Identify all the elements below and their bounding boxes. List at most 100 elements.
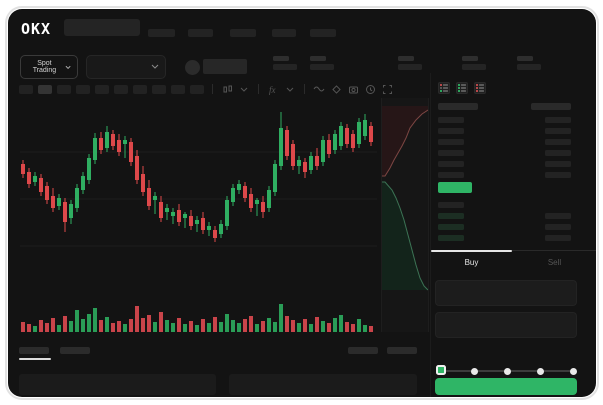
candle-style-icon[interactable] bbox=[221, 83, 233, 95]
stat-value-placeholder bbox=[310, 64, 334, 70]
ask-amount-placeholder bbox=[545, 128, 571, 134]
active-bottom-tab-underline bbox=[19, 358, 51, 360]
bid-price-placeholder bbox=[438, 213, 464, 219]
orderbook-bid-row[interactable] bbox=[431, 211, 596, 221]
orders-tab-placeholder[interactable] bbox=[19, 347, 49, 354]
depth-chart bbox=[381, 98, 429, 332]
amount-slider[interactable] bbox=[435, 361, 577, 381]
timeframe-button[interactable] bbox=[114, 84, 128, 94]
color-mark bbox=[476, 87, 478, 89]
wave-icon[interactable] bbox=[313, 83, 325, 95]
book-combined-icon[interactable] bbox=[438, 82, 450, 94]
orderbook-price-header-placeholder bbox=[438, 103, 478, 110]
tab-sell[interactable]: Sell bbox=[514, 251, 595, 273]
ask-price-placeholder bbox=[438, 150, 464, 156]
orderbook-bid-row[interactable] bbox=[431, 200, 596, 210]
timeframe-button[interactable] bbox=[133, 84, 147, 94]
orderbook-ask-row[interactable] bbox=[431, 148, 596, 158]
line-mark bbox=[461, 84, 466, 86]
svg-text:fx: fx bbox=[269, 85, 276, 95]
timeframe-button[interactable] bbox=[95, 84, 109, 94]
chart-toolbar: fx bbox=[19, 83, 393, 95]
bid-amount-placeholder bbox=[545, 235, 571, 241]
nav-item-placeholder[interactable] bbox=[272, 29, 296, 37]
line-mark bbox=[479, 84, 484, 86]
line-mark bbox=[479, 87, 484, 89]
buy-submit-button[interactable] bbox=[435, 378, 577, 395]
last-price-badge[interactable] bbox=[438, 182, 472, 193]
slider-handle[interactable] bbox=[436, 365, 446, 375]
trade-tabs: Buy Sell bbox=[431, 250, 596, 273]
app-window: OKX Spot Trading fx bbox=[5, 6, 599, 400]
timeframe-button[interactable] bbox=[76, 84, 90, 94]
chevron-down-icon[interactable] bbox=[238, 83, 250, 95]
market-type-dropdown[interactable]: Spot Trading bbox=[20, 55, 78, 79]
stat-label-placeholder bbox=[398, 56, 414, 61]
nav-item-placeholder[interactable] bbox=[188, 29, 213, 37]
ask-amount-placeholder bbox=[545, 139, 571, 145]
slider-stop[interactable] bbox=[569, 367, 577, 375]
bid-price-placeholder bbox=[438, 224, 464, 230]
timeframe-button[interactable] bbox=[38, 84, 52, 94]
draw-tool-icon[interactable] bbox=[330, 83, 342, 95]
camera-icon[interactable] bbox=[347, 83, 359, 95]
slider-stop[interactable] bbox=[536, 367, 544, 375]
timeframe-button[interactable] bbox=[57, 84, 71, 94]
line-mark bbox=[443, 84, 448, 86]
candlestick-chart[interactable] bbox=[20, 100, 377, 290]
color-mark bbox=[476, 90, 478, 92]
stat-label-placeholder bbox=[517, 56, 533, 61]
nav-item-placeholder[interactable] bbox=[310, 29, 336, 37]
toolbar-divider bbox=[212, 84, 213, 94]
price-input[interactable] bbox=[435, 280, 577, 306]
fullscreen-icon[interactable] bbox=[381, 83, 393, 95]
timeframe-button[interactable] bbox=[19, 84, 33, 94]
book-asks-icon[interactable] bbox=[474, 82, 486, 94]
book-bids-icon[interactable] bbox=[456, 82, 468, 94]
slider-stop[interactable] bbox=[470, 367, 478, 375]
stat-value-placeholder bbox=[517, 64, 541, 70]
bid-price-placeholder bbox=[438, 202, 464, 208]
ask-amount-placeholder bbox=[545, 117, 571, 123]
orderbook-ask-row[interactable] bbox=[431, 159, 596, 169]
bottom-right-control-placeholder[interactable] bbox=[387, 347, 417, 354]
timeframe-button[interactable] bbox=[171, 84, 185, 94]
nav-item-placeholder[interactable] bbox=[148, 29, 175, 37]
stat-label-placeholder bbox=[462, 56, 478, 61]
chevron-down-icon[interactable] bbox=[284, 83, 296, 95]
bottom-right-control-placeholder[interactable] bbox=[348, 347, 378, 354]
nav-item-placeholder[interactable] bbox=[230, 29, 256, 37]
orderbook-bid-row[interactable] bbox=[431, 222, 596, 232]
color-mark bbox=[440, 87, 442, 89]
active-tab-indicator bbox=[431, 250, 512, 252]
search-input[interactable] bbox=[64, 19, 140, 36]
okx-logo[interactable]: OKX bbox=[21, 20, 52, 38]
timeframe-button[interactable] bbox=[152, 84, 166, 94]
orderbook-ask-row[interactable] bbox=[431, 137, 596, 147]
bottom-panel-placeholder bbox=[229, 374, 417, 395]
color-mark bbox=[458, 90, 460, 92]
stat-label-placeholder bbox=[310, 56, 326, 61]
slider-stop[interactable] bbox=[503, 367, 511, 375]
pair-selector[interactable] bbox=[86, 55, 166, 79]
bid-amount-placeholder bbox=[545, 213, 571, 219]
clock-icon[interactable] bbox=[364, 83, 376, 95]
timeframe-button[interactable] bbox=[190, 84, 204, 94]
orderbook-ask-row[interactable] bbox=[431, 170, 596, 180]
line-mark bbox=[461, 90, 466, 92]
amount-input[interactable] bbox=[435, 312, 577, 338]
orderbook-ask-row[interactable] bbox=[431, 126, 596, 136]
orders-tab-placeholder[interactable] bbox=[60, 347, 90, 354]
stat-label-placeholder bbox=[273, 56, 289, 61]
coin-icon bbox=[185, 60, 200, 75]
orderbook-panel: Buy Sell bbox=[430, 73, 596, 397]
ask-price-placeholder bbox=[438, 172, 464, 178]
orderbook-bid-row[interactable] bbox=[431, 233, 596, 243]
indicator-icon[interactable]: fx bbox=[267, 83, 279, 95]
ask-price-placeholder bbox=[438, 128, 464, 134]
stat-value-placeholder bbox=[398, 64, 422, 70]
color-mark bbox=[440, 90, 442, 92]
ask-amount-placeholder bbox=[545, 172, 571, 178]
tab-buy[interactable]: Buy bbox=[431, 251, 512, 273]
orderbook-ask-row[interactable] bbox=[431, 115, 596, 125]
